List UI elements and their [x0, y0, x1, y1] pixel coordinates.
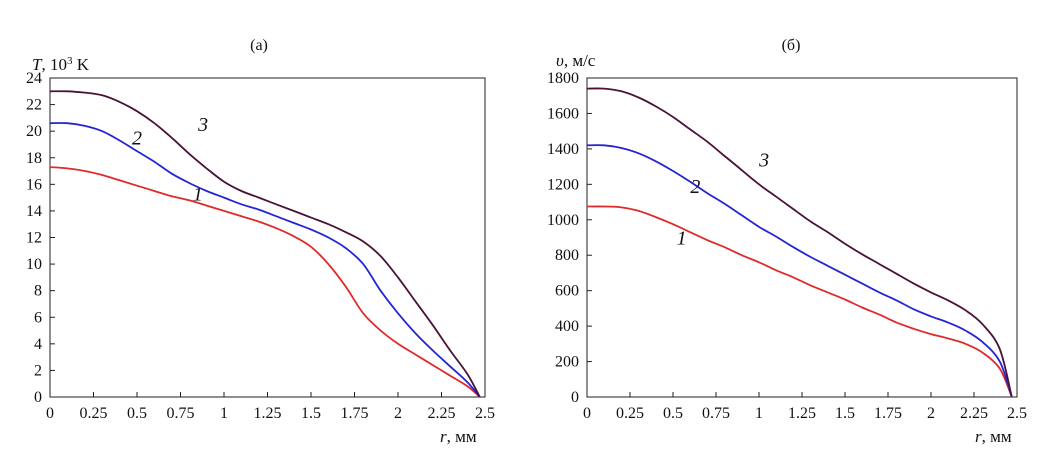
- curve-label-2: 2: [132, 127, 142, 149]
- curve-label-3: 3: [758, 150, 769, 172]
- x-tick-label: 1.5: [835, 405, 855, 422]
- x-tick-label: 0: [46, 405, 54, 422]
- panel-label: (б): [782, 37, 801, 54]
- x-axis-unit: , мм: [447, 427, 477, 446]
- y-tick-label: 18: [26, 150, 42, 167]
- x-tick-label: 0.25: [80, 405, 108, 422]
- x-tick-label: 0.5: [663, 405, 683, 422]
- x-axis-label: r, мм: [440, 427, 477, 446]
- y-axis-exponent: 3: [67, 55, 73, 67]
- y-tick-label: 800: [555, 247, 579, 264]
- x-tick-label: 1.25: [788, 405, 816, 422]
- x-tick-label: 2: [927, 405, 935, 422]
- y-tick-label: 0: [571, 389, 579, 406]
- panel-a-temperature-chart: (а)T, 103 Kr, мм0 0.25 0.5 0.75 1 1.25 1.5 1.75…: [26, 37, 495, 446]
- y-tick-label: 200: [555, 354, 579, 371]
- series-line-1: [49, 166, 481, 398]
- curve-label-3: 3: [197, 114, 208, 136]
- y-tick-label: 1800: [547, 70, 579, 87]
- y-tick-label: 4: [34, 336, 42, 353]
- x-tick-label: 1: [755, 405, 763, 422]
- x-tick-label: 1.75: [341, 405, 369, 422]
- y-tick-label: 10: [26, 256, 42, 273]
- x-tick-label: 1.25: [254, 405, 282, 422]
- y-tick-label: 6: [34, 309, 42, 326]
- x-axis-unit: , мм: [982, 427, 1012, 446]
- y-axis-variable: T: [32, 55, 43, 74]
- y-axis-unit-text: , м/с: [564, 51, 596, 70]
- y-tick-label: 22: [26, 97, 42, 114]
- x-tick-label: 0.5: [127, 405, 147, 422]
- y-tick-label: 400: [555, 318, 579, 335]
- y-tick-label: 1400: [547, 141, 579, 158]
- x-tick-label: 0.75: [702, 405, 730, 422]
- curve-label-1: 1: [677, 228, 687, 250]
- x-axis-variable: r: [975, 427, 982, 446]
- y-axis-unit: K: [72, 55, 89, 74]
- y-tick-label: 16: [26, 176, 42, 193]
- y-axis-label: υ, м/с: [556, 51, 596, 70]
- panel-label: (а): [250, 37, 268, 54]
- plot-frame: [49, 77, 486, 398]
- series-line-2: [49, 122, 481, 398]
- x-tick-label: 2.25: [428, 405, 456, 422]
- y-tick-label: 0: [34, 389, 42, 406]
- x-axis-label: r, мм: [975, 427, 1012, 446]
- y-tick-label: 12: [26, 230, 42, 247]
- y-tick-label: 8: [34, 283, 42, 300]
- panel-b-velocity-chart: (б) υ, м/с r, мм 0 0.25 0.5 0.75 1 1.25 1.5 1.75 2 2…: [547, 37, 1027, 446]
- x-tick-label: 0.25: [616, 405, 644, 422]
- series-line-3: [49, 90, 481, 398]
- x-tick-label: 2.5: [475, 405, 495, 422]
- series-line-2: [586, 144, 1013, 398]
- y-tick-label: 24: [26, 70, 42, 87]
- y-tick-label: 1000: [547, 212, 579, 229]
- curve-label-1: 1: [193, 183, 203, 205]
- y-tick-label: 20: [26, 123, 42, 140]
- y-tick-label: 600: [555, 283, 579, 300]
- y-tick-label: 1600: [547, 105, 579, 122]
- curve-label-2: 2: [690, 176, 700, 198]
- x-tick-label: 2: [394, 405, 402, 422]
- x-axis-variable: r: [440, 427, 447, 446]
- series-line-3: [586, 87, 1013, 398]
- y-axis-label: T, 103 K: [32, 55, 90, 74]
- x-tick-label: 0: [583, 405, 591, 422]
- x-tick-label: 1.75: [874, 405, 902, 422]
- y-tick-label: 1200: [547, 176, 579, 193]
- y-axis-variable: υ: [556, 51, 564, 70]
- x-tick-label: 2.5: [1007, 405, 1027, 422]
- series-line-1: [586, 205, 1013, 398]
- x-tick-label: 0.75: [167, 405, 195, 422]
- x-tick-label: 1.5: [301, 405, 321, 422]
- y-tick-label: 14: [26, 203, 42, 220]
- x-tick-label: 1: [220, 405, 228, 422]
- y-tick-label: 2: [34, 362, 42, 379]
- y-axis-unit-text: , 10: [41, 55, 67, 74]
- plot-frame: [586, 77, 1018, 398]
- x-tick-label: 2.25: [960, 405, 988, 422]
